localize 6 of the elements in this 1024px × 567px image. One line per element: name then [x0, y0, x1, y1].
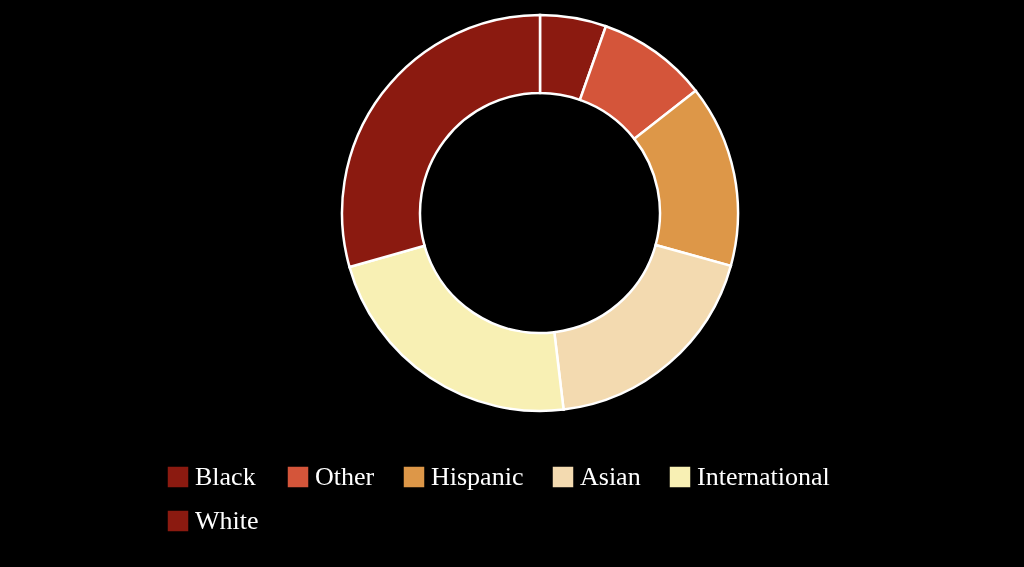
- legend-label: White: [195, 506, 259, 535]
- legend-label: Hispanic: [431, 462, 524, 491]
- legend-label: Black: [195, 462, 256, 491]
- legend-label: Asian: [580, 462, 641, 491]
- legend-label: Other: [315, 462, 375, 491]
- legend-label: International: [697, 462, 830, 491]
